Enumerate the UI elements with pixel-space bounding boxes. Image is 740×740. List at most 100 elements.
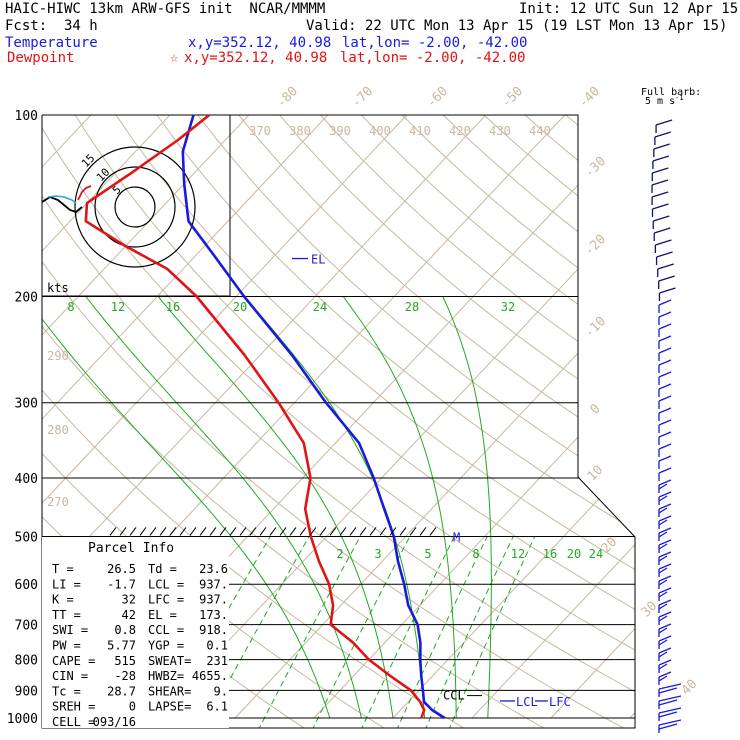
wind-barb-flag bbox=[652, 167, 669, 174]
wind-barb-flag bbox=[658, 311, 672, 318]
stable-layer-hatch bbox=[419, 527, 427, 536]
parcel-key: CAPE = bbox=[52, 654, 95, 668]
stable-layer-hatch bbox=[259, 527, 267, 536]
isotherm-label-top: -60 bbox=[424, 84, 451, 111]
wind-barb-flag bbox=[658, 519, 668, 526]
wind-barb-flag bbox=[658, 579, 668, 586]
isotherm-line bbox=[629, 115, 635, 719]
stable-layer-hatch bbox=[109, 527, 117, 536]
wind-barb-flag bbox=[658, 371, 672, 378]
wind-barb-flag bbox=[659, 287, 676, 294]
stable-layer-hatch bbox=[129, 527, 137, 536]
wind-barb-flag bbox=[652, 155, 670, 162]
parcel-key: EL = bbox=[148, 608, 177, 622]
wind-barb-flag bbox=[658, 335, 672, 342]
mixing-ratio-line bbox=[447, 536, 536, 728]
barb-legend-unit-exponent: -1 bbox=[675, 94, 683, 102]
hodo-ring-label-10: 10 bbox=[94, 166, 113, 185]
isotherm-label-right: 0 bbox=[587, 401, 603, 417]
parcel-key: SWEAT= bbox=[148, 654, 191, 668]
dry-adiabat-line bbox=[42, 115, 629, 728]
pressure-label-1000: 1000 bbox=[7, 712, 38, 727]
mixing-ratio-line bbox=[395, 536, 488, 728]
wind-barb-flag bbox=[653, 143, 670, 150]
parcel-value: 32 bbox=[122, 593, 136, 607]
dewpoint-position: x,y=352.12, 40.98 bbox=[184, 50, 328, 66]
parcel-value: 23.6 bbox=[199, 562, 228, 576]
wind-barb-flag bbox=[658, 615, 668, 622]
stable-layer-hatch bbox=[339, 527, 347, 536]
isotherm-line bbox=[392, 115, 635, 719]
mixing-ratio-line bbox=[201, 536, 310, 728]
pressure-label-600: 600 bbox=[15, 578, 38, 593]
mixing-ratio-label: 2 bbox=[336, 547, 343, 561]
wind-barb-flag bbox=[658, 567, 668, 574]
stable-layer-hatch bbox=[429, 527, 437, 536]
wind-barb-flag bbox=[658, 587, 672, 594]
dewpoint-curve bbox=[84, 115, 426, 719]
mixing-ratio-label: 5 bbox=[424, 547, 431, 561]
wind-barb-flag bbox=[658, 539, 672, 546]
wind-barb-flag bbox=[658, 555, 668, 562]
pressure-label-900: 900 bbox=[15, 684, 38, 699]
temperature-curve bbox=[181, 115, 446, 720]
dry-adiabat-line bbox=[42, 115, 635, 728]
wind-barb-flag bbox=[658, 467, 672, 474]
parcel-info-box: Parcel Info T = 26.5 Td = 23.6 LI = -1.7 LCL =… bbox=[42, 537, 229, 729]
stable-layer-hatch bbox=[209, 527, 217, 536]
isotherm-label-top: -80 bbox=[274, 84, 301, 111]
isotherm-label-right: 30 bbox=[639, 599, 661, 621]
dry-adiabat-line bbox=[42, 115, 549, 728]
ccl-label: CCL bbox=[443, 689, 465, 703]
wind-barb-flag bbox=[658, 707, 682, 714]
mixing-ratio-label: 12 bbox=[511, 547, 525, 561]
pressure-label-300: 300 bbox=[15, 397, 38, 412]
moist-adiabat-label: 16 bbox=[166, 300, 180, 314]
wind-barb-flag bbox=[658, 495, 668, 502]
mixing-ratio-line bbox=[360, 536, 455, 728]
theta-label-top: 410 bbox=[409, 124, 431, 138]
wind-barb-flag bbox=[658, 635, 672, 642]
parcel-value: 173. bbox=[199, 608, 228, 622]
isotherm-line bbox=[42, 115, 250, 719]
stable-layer-hatch bbox=[359, 527, 367, 536]
theta-label-left: 290 bbox=[47, 349, 69, 363]
isotherm-label-right: -10 bbox=[582, 314, 609, 341]
stable-layer-hatch bbox=[119, 527, 127, 536]
parcel-key: T = bbox=[52, 562, 74, 576]
dry-adiabat-line bbox=[565, 115, 635, 728]
mixing-ratio-label: 20 bbox=[567, 547, 581, 561]
mixing-ratio-label: 3 bbox=[374, 547, 381, 561]
wind-barb-flag bbox=[658, 503, 672, 510]
stable-layer-hatch bbox=[399, 527, 407, 536]
fcst-label: Fcst: bbox=[5, 18, 48, 34]
stable-layer-hatch bbox=[269, 527, 277, 536]
hodograph-trace-cyan bbox=[47, 195, 77, 204]
isotherm-line bbox=[42, 115, 329, 719]
parcel-key: CIN = bbox=[52, 669, 88, 683]
wind-barb-flag bbox=[658, 599, 672, 606]
dry-adiabat-line bbox=[279, 115, 635, 728]
wind-barb-flag bbox=[658, 359, 672, 366]
theta-label-top: 400 bbox=[369, 124, 391, 138]
temperature-latlon: lat,lon= -2.00, -42.00 bbox=[342, 35, 528, 51]
wind-barb-flag bbox=[658, 723, 678, 730]
wind-barb-flag bbox=[658, 647, 672, 654]
theta-label-top: 390 bbox=[329, 124, 351, 138]
dewpoint-latlon: lat,lon= -2.00, -42.00 bbox=[340, 50, 526, 66]
wind-barb-flag bbox=[658, 591, 668, 598]
fcst-value: 34 h bbox=[64, 18, 98, 34]
parcel-value: 0 bbox=[129, 700, 136, 714]
isotherm-label-top: -70 bbox=[349, 84, 376, 111]
moist-adiabat-line bbox=[442, 296, 492, 719]
wind-barb-flag bbox=[658, 383, 672, 390]
stable-layer-hatch bbox=[169, 527, 177, 536]
lfc-label: LFC bbox=[549, 695, 571, 709]
wind-barbs bbox=[651, 119, 682, 733]
parcel-key: CCL = bbox=[148, 623, 184, 637]
star-icon: ☆ bbox=[170, 50, 179, 66]
parcel-value: 5.77 bbox=[107, 639, 136, 653]
parcel-key: CELL = bbox=[52, 715, 95, 729]
mixing-ratio-line bbox=[257, 536, 361, 728]
